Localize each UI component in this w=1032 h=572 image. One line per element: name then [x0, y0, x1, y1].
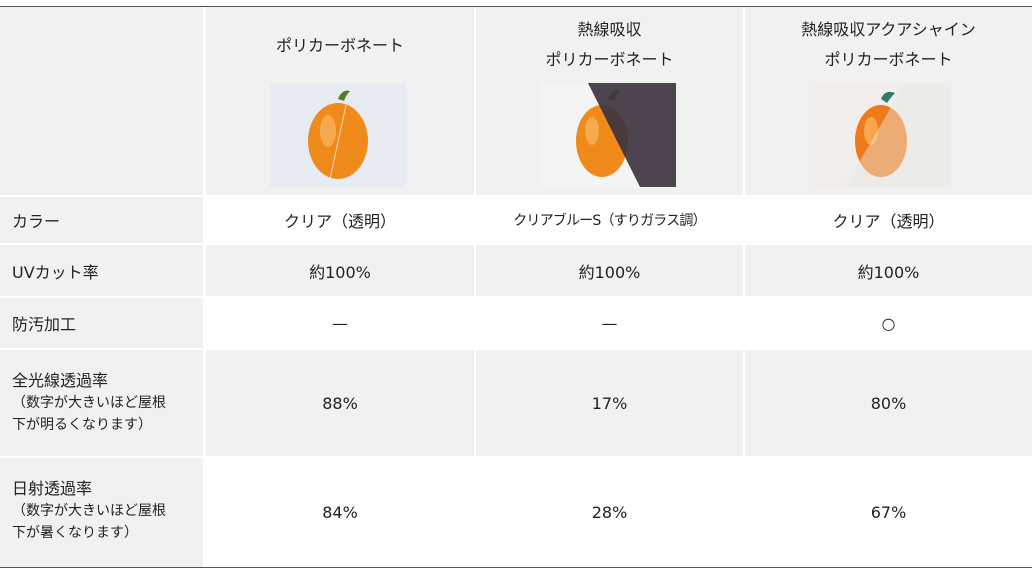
light-transmittance-note-1: （数字が大きいほど屋根: [12, 395, 166, 411]
solar-polycarbonate: 84%: [322, 503, 358, 522]
light-heat-absorbing: 17%: [476, 350, 743, 456]
light-polycarbonate: 88%: [206, 350, 474, 456]
row-label-light-transmittance: 全光線透過率 （数字が大きいほど屋根 下が明るくなります）: [0, 350, 203, 456]
col2-title-line1: 熱線吸収: [577, 20, 642, 39]
row-label-antifouling: 防汚加工: [0, 298, 203, 348]
bottom-rule: [0, 567, 1032, 568]
antifouling-heat-absorbing: —: [601, 313, 618, 333]
color-aqua-shine: クリア（透明）: [832, 212, 945, 231]
col1-title: ポリカーボネート: [275, 36, 404, 55]
col3-title-line1: 熱線吸収アクアシャイン: [801, 20, 976, 39]
pepper-photo: [270, 83, 406, 187]
solar-heat-absorbing: 28%: [591, 503, 628, 522]
top-rule: [0, 6, 1032, 7]
header-col-heat-absorbing: 熱線吸収 ポリカーボネート: [476, 7, 743, 195]
color-polycarbonate: クリア（透明）: [283, 212, 396, 231]
solar-transmittance-note-2: 下が暑くなります）: [12, 525, 138, 541]
light-aqua-shine: 80%: [745, 350, 1032, 456]
uv-heat-absorbing: 約100%: [476, 245, 743, 296]
solar-aqua-shine: 67%: [870, 503, 907, 522]
header-col-polycarbonate: ポリカーボネート: [206, 7, 474, 195]
antifouling-polycarbonate: —: [332, 313, 348, 333]
pepper-photo-heat-absorbing: [540, 83, 676, 187]
antifouling-aqua-shine: ○: [881, 313, 896, 333]
uv-polycarbonate: 約100%: [206, 245, 474, 296]
header-empty-cell: [0, 7, 203, 195]
light-transmittance-title: 全光線透過率: [12, 371, 109, 390]
col3-title-line2: ポリカーボネート: [824, 50, 953, 69]
light-transmittance-note-2: 下が明るくなります）: [12, 417, 152, 433]
row-label-solar-transmittance: 日射透過率 （数字が大きいほど屋根 下が暑くなります）: [0, 458, 203, 567]
header-col-aqua-shine: 熱線吸収アクアシャイン ポリカーボネート: [745, 7, 1032, 195]
pepper-photo-aqua-shine: [815, 83, 951, 187]
color-heat-absorbing: クリアブルーS（すりガラス調）: [513, 213, 706, 229]
uv-aqua-shine: 約100%: [745, 245, 1032, 296]
col2-title-line2: ポリカーボネート: [545, 50, 674, 69]
solar-transmittance-title: 日射透過率: [12, 479, 93, 498]
row-label-color: カラー: [0, 197, 203, 243]
row-label-uv-cut: UVカット率: [0, 245, 203, 296]
solar-transmittance-note-1: （数字が大きいほど屋根: [12, 503, 166, 519]
